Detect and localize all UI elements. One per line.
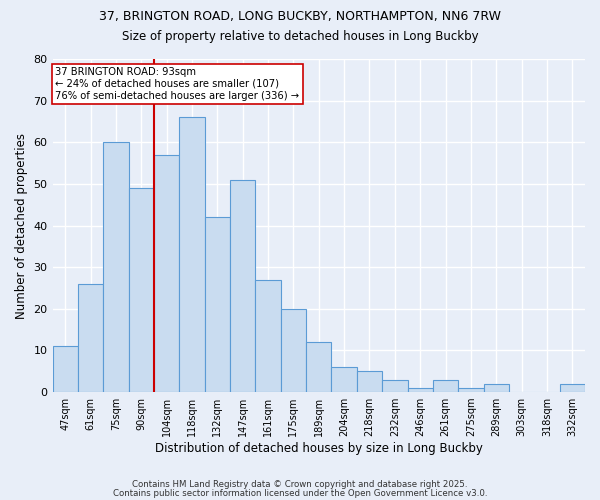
Bar — [154, 155, 179, 392]
Bar — [331, 367, 357, 392]
Bar — [433, 380, 458, 392]
X-axis label: Distribution of detached houses by size in Long Buckby: Distribution of detached houses by size … — [155, 442, 483, 455]
Bar — [103, 142, 128, 392]
Text: 37 BRINGTON ROAD: 93sqm
← 24% of detached houses are smaller (107)
76% of semi-d: 37 BRINGTON ROAD: 93sqm ← 24% of detache… — [55, 68, 299, 100]
Bar — [281, 309, 306, 392]
Y-axis label: Number of detached properties: Number of detached properties — [15, 132, 28, 318]
Text: Contains public sector information licensed under the Open Government Licence v3: Contains public sector information licen… — [113, 488, 487, 498]
Bar — [256, 280, 281, 392]
Bar — [382, 380, 407, 392]
Bar — [407, 388, 433, 392]
Bar — [53, 346, 78, 392]
Text: Contains HM Land Registry data © Crown copyright and database right 2025.: Contains HM Land Registry data © Crown c… — [132, 480, 468, 489]
Bar — [458, 388, 484, 392]
Bar — [306, 342, 331, 392]
Bar — [78, 284, 103, 392]
Text: Size of property relative to detached houses in Long Buckby: Size of property relative to detached ho… — [122, 30, 478, 43]
Bar — [230, 180, 256, 392]
Bar — [357, 372, 382, 392]
Text: 37, BRINGTON ROAD, LONG BUCKBY, NORTHAMPTON, NN6 7RW: 37, BRINGTON ROAD, LONG BUCKBY, NORTHAMP… — [99, 10, 501, 23]
Bar — [128, 188, 154, 392]
Bar — [484, 384, 509, 392]
Bar — [560, 384, 585, 392]
Bar — [179, 118, 205, 392]
Bar — [205, 217, 230, 392]
